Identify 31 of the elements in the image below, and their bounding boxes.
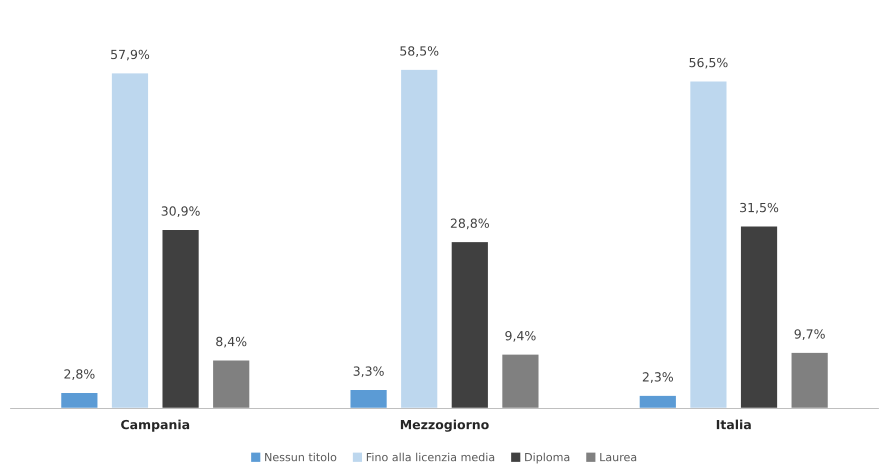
x-tick-label: Campania xyxy=(121,420,190,432)
bar xyxy=(740,225,779,408)
data-label: 56,5% xyxy=(690,58,728,69)
data-label: 9,4% xyxy=(505,330,536,342)
legend-label: Diploma xyxy=(525,452,570,464)
data-label: 31,5% xyxy=(740,202,778,214)
bar xyxy=(161,228,200,408)
bar xyxy=(500,353,540,408)
data-label: 2,3% xyxy=(642,372,673,383)
data-label: 3,3% xyxy=(354,366,384,378)
legend-label: Nessun titolo xyxy=(265,452,336,462)
bar xyxy=(60,392,99,408)
bar xyxy=(212,359,251,408)
x-tick-label: Italia xyxy=(716,420,751,430)
legend-label: Laurea xyxy=(600,453,636,462)
bar xyxy=(638,394,678,408)
data-label: 58,5% xyxy=(400,46,438,57)
bar xyxy=(790,352,830,408)
legend-label: Fino alla licenzia media xyxy=(366,452,494,462)
data-label: 57,9% xyxy=(111,50,150,60)
x-tick-label: Mezzogiorno xyxy=(400,420,489,432)
data-label: 28,8% xyxy=(450,218,489,230)
bar xyxy=(349,388,388,408)
bar xyxy=(400,68,439,408)
data-label: 30,9% xyxy=(162,206,200,218)
bar xyxy=(450,240,490,408)
data-label: 8,4% xyxy=(216,336,246,348)
bar xyxy=(110,72,150,408)
bar xyxy=(688,80,728,408)
data-label: 2,8% xyxy=(64,369,95,380)
data-label: 9,7% xyxy=(794,329,825,340)
